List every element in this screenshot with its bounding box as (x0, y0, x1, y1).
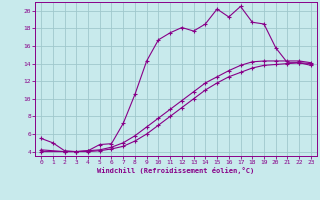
X-axis label: Windchill (Refroidissement éolien,°C): Windchill (Refroidissement éolien,°C) (97, 167, 255, 174)
